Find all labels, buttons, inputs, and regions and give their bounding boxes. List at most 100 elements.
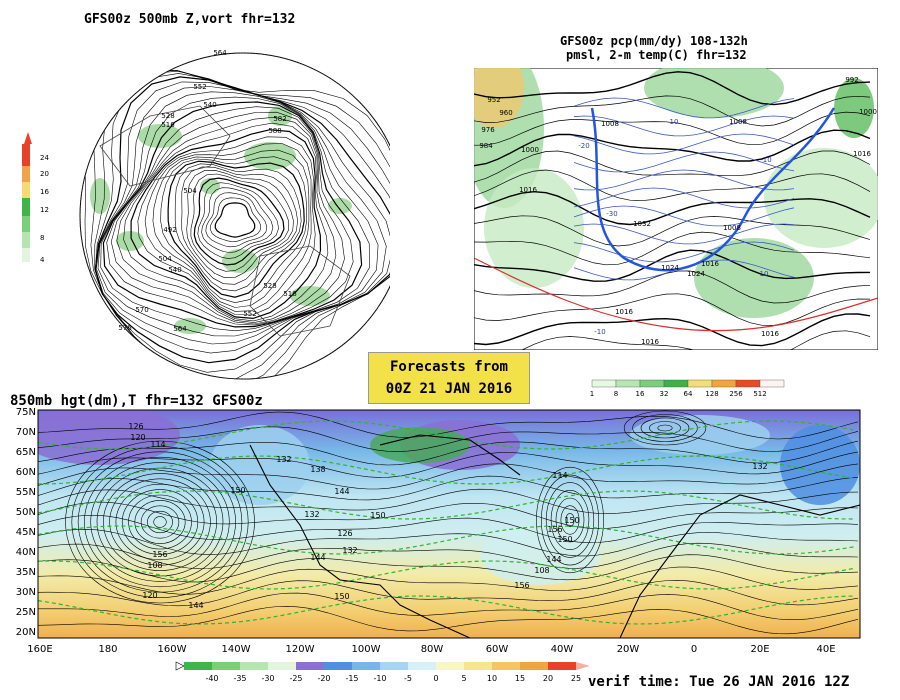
precip-contour-label: 1016 [761, 330, 779, 338]
precip-contour-label: 1016 [701, 260, 719, 268]
latitude-label: 20N [16, 627, 36, 638]
h850-panel-title: 850mb hgt(dm),T fhr=132 GFS00z [10, 393, 263, 409]
latitude-label: 45N [16, 527, 36, 538]
latitude-label: 75N [16, 407, 36, 418]
h850-contour-label: 126 [128, 422, 143, 431]
longitude-label: 60W [486, 644, 509, 655]
longitude-label: 0 [691, 644, 697, 655]
vort-contour-label: 582 [273, 115, 286, 123]
precip-contour-label: 1000 [859, 108, 877, 116]
vort-contour-label: 492 [163, 226, 176, 234]
vort-contour-label: 528 [263, 282, 276, 290]
vort-scale-label: 4 [40, 256, 45, 264]
vort-scale-label: 16 [40, 188, 49, 196]
longitude-label: 160E [27, 644, 52, 655]
h850-contour-label: 150 [370, 511, 385, 520]
vort-contour-label: 540 [203, 101, 216, 109]
temp-scale-label: -10 [373, 674, 386, 683]
temp-colorbar: -40 -35 -30 -25 -20 -15 -10 -5 0 5 10 15 20 25 [175, 661, 590, 683]
temp-scale-label: 0 [433, 674, 438, 683]
h850-contour-label: 132 [276, 455, 291, 464]
precip-contour-label: -20 [578, 142, 589, 150]
latitude-label: 50N [16, 507, 36, 518]
h850-contour-label: 156 [547, 525, 562, 534]
h850-contour-label: 132 [304, 510, 319, 519]
h850-contour-label: 138 [310, 465, 325, 474]
precip-contour-label: 992 [845, 76, 858, 84]
precip-contour-label: 1008 [729, 118, 747, 126]
vort-scale-label: 8 [40, 234, 44, 242]
precip-contour-label: -10 [594, 328, 605, 336]
vort-contour-label: 570 [135, 306, 148, 314]
vort-contour-label: 588 [268, 127, 281, 135]
vort-panel-title: GFS00z 500mb Z,vort fhr=132 [84, 12, 296, 27]
precip-scale-label: 8 [614, 390, 618, 398]
h850-contour-label: 114 [552, 471, 567, 480]
vort-colorbar [22, 132, 32, 262]
h850-contour-label: 156 [514, 581, 529, 590]
precip-scale-label: 1 [590, 390, 594, 398]
vort-contour-label: 516 [283, 290, 297, 298]
longitude-label: 180 [98, 644, 117, 655]
latitude-label: 70N [16, 427, 36, 438]
vort-scale-label: 20 [40, 170, 49, 178]
temp-scale-label: 5 [461, 674, 466, 683]
latitude-label: 60N [16, 467, 36, 478]
precip-contour-label: 976 [481, 126, 495, 134]
latitude-label: 40N [16, 547, 36, 558]
h850-contour-label: 120 [130, 433, 145, 442]
precip-scale-label: 512 [753, 390, 766, 398]
forecast-line-1: Forecasts from [389, 359, 508, 375]
temp-scale-label: -25 [289, 674, 302, 683]
precip-contour-label: 1008 [601, 120, 619, 128]
precip-contour-label: 1008 [723, 224, 741, 232]
temp-scale-label: -30 [261, 674, 274, 683]
temp-scale-label: 10 [487, 674, 497, 683]
verification-time: verif time: Tue 26 JAN 2016 12Z [588, 674, 850, 690]
precip-contour-label: 984 [479, 142, 493, 150]
vort-contour-label: 504 [158, 255, 172, 263]
precip-contour-label: 1016 [641, 338, 659, 346]
longitude-label: 40E [816, 644, 835, 655]
h850-contour-label: 156 [152, 550, 167, 559]
temp-scale-label: -5 [404, 674, 412, 683]
precip-contour-label: 10 [760, 270, 769, 278]
latitude-labels: 75N 70N 65N 60N 55N 50N 45N 40N 35N 30N 25N 20N [16, 407, 36, 638]
precip-panel-title-line1: GFS00z pcp(mm/dy) 108-132h [560, 34, 748, 48]
h850-contour-label: 150 [564, 516, 579, 525]
forecast-time-box: Forecasts from 00Z 21 JAN 2016 [368, 352, 530, 404]
h850-map: 75N 70N 65N 60N 55N 50N 45N 40N 35N 30N 25N 20N 160… [16, 407, 861, 655]
h850-contour-label: 144 [334, 487, 349, 496]
latitude-label: 65N [16, 447, 36, 458]
longitude-label: 40W [551, 644, 574, 655]
h850-contour-label: 150 [334, 592, 349, 601]
h850-contour-label: 108 [147, 561, 162, 570]
precip-contour-label: 1016 [519, 186, 537, 194]
h850-temperature-fill [38, 410, 860, 585]
precip-scale-label: 64 [684, 390, 693, 398]
temp-scale-label: -15 [345, 674, 358, 683]
vort-scale-label: 24 [40, 154, 49, 162]
temp-scale-label: 25 [571, 674, 581, 683]
latitude-label: 55N [16, 487, 36, 498]
temp-scale-label: 15 [515, 674, 525, 683]
h850-contour-label: 126 [337, 529, 352, 538]
precip-contour-label: 1024 [687, 270, 705, 278]
longitude-label: 120W [286, 644, 315, 655]
h850-contours [38, 410, 860, 638]
longitude-label: 160W [158, 644, 187, 655]
longitude-label: 20E [750, 644, 769, 655]
temp-scale-label: 20 [543, 674, 553, 683]
precip-scale-label: 16 [636, 390, 645, 398]
longitude-label: 100W [352, 644, 381, 655]
latitude-label: 30N [16, 587, 36, 598]
vort-contour-label: 564 [213, 49, 227, 57]
longitude-label: 140W [222, 644, 251, 655]
vort-contour-label: 552 [243, 310, 256, 318]
precip-contours [474, 71, 878, 350]
h850-contour-label: 132 [752, 462, 767, 471]
longitude-label: 20W [617, 644, 640, 655]
vort-scale-label: 12 [40, 206, 49, 214]
precip-contour-label: 960 [499, 109, 512, 117]
precip-contour-label: 1000 [521, 146, 539, 154]
